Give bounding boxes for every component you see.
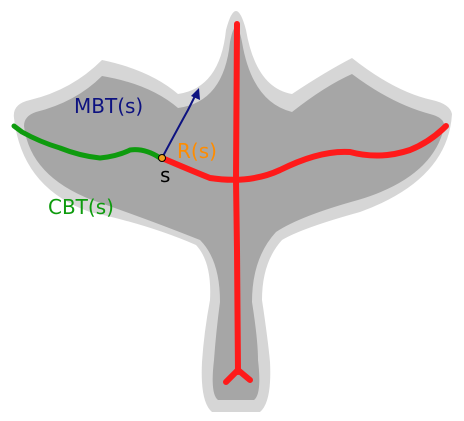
label-s: s: [160, 163, 170, 187]
blue-arrow-head: [191, 88, 200, 100]
label-r: R(s): [177, 139, 217, 163]
red-horizontal-wing: [159, 123, 449, 183]
blue-mbt-path: [161, 93, 197, 159]
red-vertical-spine: [233, 21, 241, 375]
point-s-marker: [158, 154, 166, 162]
label-cbt: CBT(s): [48, 195, 114, 219]
green-cbt-path: [11, 123, 163, 161]
red-skeleton: [159, 21, 449, 385]
label-mbt: MBT(s): [74, 94, 143, 118]
red-tail-fork-right: [235, 367, 253, 383]
